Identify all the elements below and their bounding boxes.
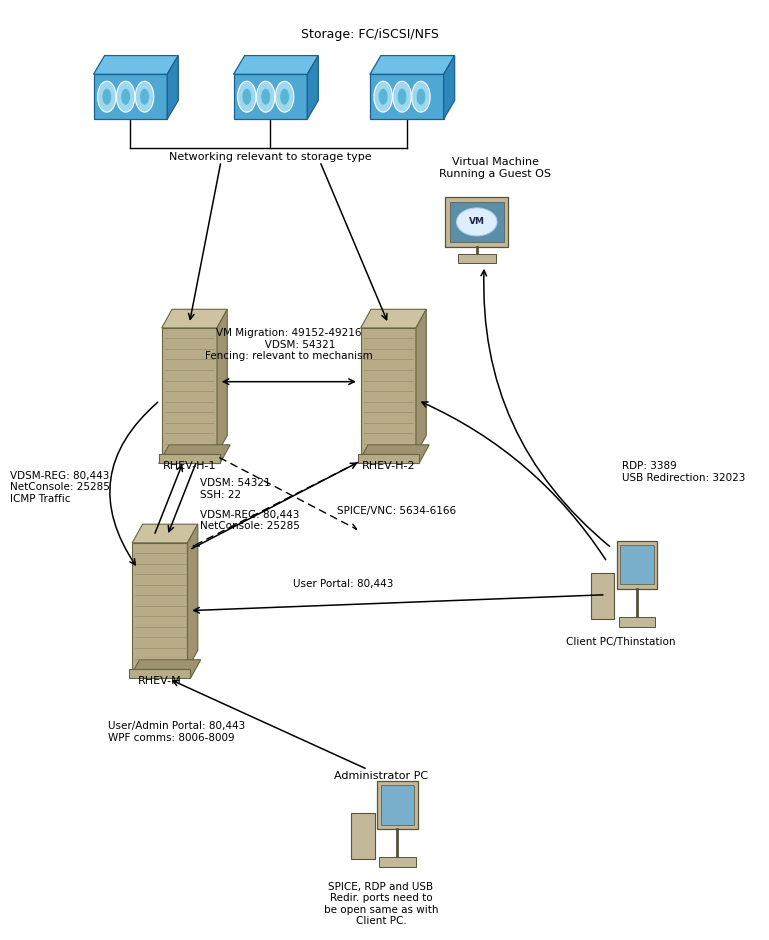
Text: RDP: 3389
USB Redirection: 32023: RDP: 3389 USB Redirection: 32023	[622, 461, 745, 482]
Polygon shape	[234, 74, 308, 119]
Ellipse shape	[393, 81, 411, 112]
Text: Client PC/Thinstation: Client PC/Thinstation	[566, 636, 675, 647]
Text: VDSM: 54321
SSH: 22: VDSM: 54321 SSH: 22	[201, 478, 271, 500]
Text: VM: VM	[469, 217, 484, 227]
Ellipse shape	[242, 88, 251, 105]
Ellipse shape	[257, 81, 275, 112]
Polygon shape	[416, 309, 426, 454]
Polygon shape	[158, 445, 230, 463]
Ellipse shape	[121, 88, 131, 105]
Polygon shape	[445, 196, 508, 247]
Polygon shape	[444, 55, 454, 119]
Ellipse shape	[398, 88, 407, 105]
Polygon shape	[188, 525, 198, 669]
Ellipse shape	[135, 81, 154, 112]
Ellipse shape	[238, 81, 256, 112]
Ellipse shape	[98, 81, 116, 112]
Text: Networking relevant to storage type: Networking relevant to storage type	[169, 152, 371, 162]
Text: VDSM-REG: 80,443
NetConsole: 25285
ICMP Traffic: VDSM-REG: 80,443 NetConsole: 25285 ICMP …	[10, 471, 110, 504]
Polygon shape	[351, 813, 375, 859]
Polygon shape	[617, 540, 657, 589]
Ellipse shape	[275, 81, 294, 112]
Polygon shape	[217, 309, 228, 454]
Polygon shape	[450, 202, 504, 242]
Text: User Portal: 80,443: User Portal: 80,443	[292, 579, 393, 589]
Text: RHEV-H-1: RHEV-H-1	[162, 462, 216, 471]
Polygon shape	[381, 785, 414, 824]
Polygon shape	[167, 55, 178, 119]
Polygon shape	[129, 669, 191, 679]
Text: VM Migration: 49152-49216
       VDSM: 54321
Fencing: relevant to mechanism: VM Migration: 49152-49216 VDSM: 54321 Fe…	[205, 328, 373, 361]
Polygon shape	[370, 55, 454, 74]
Ellipse shape	[116, 81, 135, 112]
Text: RHEV-H-2: RHEV-H-2	[361, 462, 415, 471]
Polygon shape	[591, 572, 614, 619]
Polygon shape	[234, 55, 318, 74]
Ellipse shape	[374, 81, 392, 112]
Polygon shape	[161, 309, 228, 328]
Polygon shape	[158, 454, 220, 463]
Ellipse shape	[102, 88, 112, 105]
Text: Storage: FC/iSCSI/NFS: Storage: FC/iSCSI/NFS	[301, 27, 439, 40]
Polygon shape	[161, 328, 217, 454]
Text: SPICE/VNC: 5634-6166: SPICE/VNC: 5634-6166	[337, 506, 456, 516]
Polygon shape	[361, 328, 416, 454]
Polygon shape	[621, 545, 654, 585]
Polygon shape	[358, 454, 419, 463]
Polygon shape	[132, 525, 198, 543]
Polygon shape	[458, 254, 496, 263]
Polygon shape	[379, 857, 416, 867]
Polygon shape	[132, 543, 188, 669]
Ellipse shape	[457, 208, 497, 236]
Text: VDSM-REG: 80,443
NetConsole: 25285: VDSM-REG: 80,443 NetConsole: 25285	[201, 509, 300, 531]
Polygon shape	[361, 309, 426, 328]
Polygon shape	[94, 74, 167, 119]
Text: User/Admin Portal: 80,443
WPF comms: 8006-8009: User/Admin Portal: 80,443 WPF comms: 800…	[108, 721, 245, 743]
Ellipse shape	[411, 81, 430, 112]
Ellipse shape	[261, 88, 271, 105]
Text: SPICE, RDP and USB
Redir. ports need to
be open same as with
Client PC.: SPICE, RDP and USB Redir. ports need to …	[324, 882, 438, 927]
Ellipse shape	[378, 88, 388, 105]
Polygon shape	[377, 781, 418, 829]
Polygon shape	[358, 445, 429, 463]
Text: RHEV-M: RHEV-M	[138, 676, 181, 686]
Ellipse shape	[416, 88, 426, 105]
Polygon shape	[129, 660, 201, 679]
Polygon shape	[618, 618, 655, 626]
Text: Administrator PC: Administrator PC	[334, 771, 428, 781]
Text: Virtual Machine
Running a Guest OS: Virtual Machine Running a Guest OS	[439, 157, 551, 179]
Polygon shape	[308, 55, 318, 119]
Polygon shape	[370, 74, 444, 119]
Ellipse shape	[140, 88, 149, 105]
Ellipse shape	[280, 88, 289, 105]
Polygon shape	[94, 55, 178, 74]
